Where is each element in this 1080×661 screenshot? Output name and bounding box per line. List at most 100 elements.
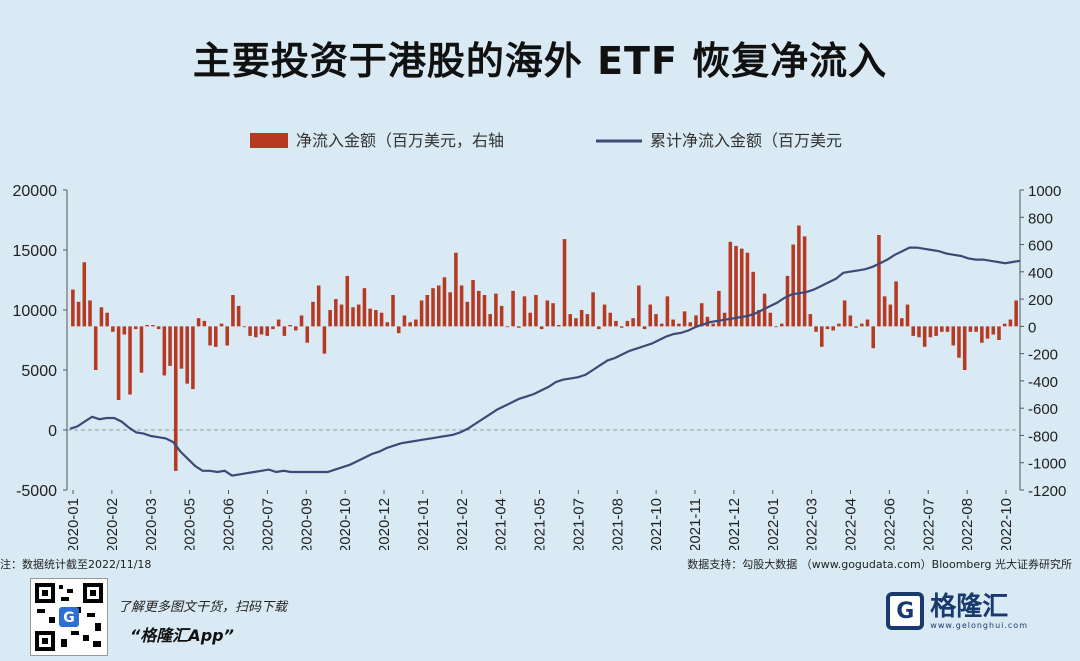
- net-inflow-bar: [196, 318, 201, 327]
- x-axis-tick-label: 2022-07: [920, 498, 937, 550]
- net-inflow-bar: [631, 318, 635, 327]
- net-inflow-bar: [568, 314, 572, 327]
- net-inflow-bar: [717, 290, 721, 327]
- net-inflow-bar: [962, 326, 967, 370]
- right-axis-tick-label: -600: [1028, 401, 1058, 418]
- right-axis-tick-label: 0: [1028, 319, 1036, 336]
- qr-code-icon: G: [30, 578, 108, 656]
- net-inflow-bar: [482, 295, 487, 327]
- net-inflow-bar: [139, 326, 144, 373]
- net-inflow-bar: [968, 326, 973, 332]
- net-inflow-bar: [825, 326, 830, 330]
- net-inflow-bar: [1002, 323, 1007, 327]
- cumulative-inflow-line: [69, 246, 1021, 477]
- net-inflow-bar: [688, 322, 693, 327]
- net-inflow-bar: [322, 326, 327, 354]
- net-inflow-bar: [328, 310, 332, 327]
- x-axis-tick-label: 2021-12: [726, 498, 743, 550]
- svg-text:G: G: [63, 610, 75, 626]
- net-inflow-bar: [202, 320, 207, 327]
- net-inflow-bar: [888, 304, 893, 327]
- right-axis-tick-label: -1200: [1028, 483, 1066, 500]
- net-inflow-bar: [614, 320, 618, 327]
- net-inflow-bar: [436, 285, 441, 327]
- x-axis-tick-label: 2021-01: [415, 498, 432, 550]
- net-inflow-bar: [957, 326, 961, 358]
- net-inflow-bar: [848, 315, 853, 327]
- net-inflow-bar: [597, 326, 601, 330]
- net-inflow-bar: [425, 295, 430, 327]
- net-inflow-bar: [305, 326, 310, 343]
- net-inflow-bar: [579, 310, 584, 327]
- legend-bar-swatch: [250, 133, 288, 148]
- x-axis-tick-label: 2020-07: [259, 498, 276, 550]
- net-inflow-bar: [648, 304, 653, 327]
- net-inflow-bar: [934, 326, 938, 336]
- x-axis-tick-label: 2022-01: [765, 498, 782, 550]
- net-inflow-bar: [391, 295, 395, 327]
- net-inflow-bar: [608, 312, 613, 327]
- net-inflow-bar: [997, 326, 1001, 340]
- net-inflow-bar: [231, 295, 235, 327]
- data-source-note: 数据支持：勾股大数据 （www.gogudata.com）Bloomberg 光…: [687, 558, 1072, 571]
- net-inflow-bar: [402, 315, 407, 327]
- net-inflow-bar: [757, 310, 761, 327]
- x-axis-tick-label: 2020-10: [337, 498, 354, 550]
- x-axis-tick-label: 2021-04: [493, 498, 510, 550]
- x-axis-tick-label: 2022-04: [843, 498, 860, 550]
- net-inflow-bar: [339, 304, 344, 327]
- net-inflow-bar: [505, 326, 510, 328]
- net-inflow-bar: [133, 326, 138, 330]
- net-inflow-bar: [671, 319, 675, 327]
- net-inflow-bar: [414, 319, 418, 327]
- x-axis-tick-label: 2021-07: [570, 498, 587, 550]
- right-axis-tick-label: 600: [1028, 238, 1053, 255]
- left-axis-tick-label: 5000: [21, 363, 57, 380]
- net-inflow-bar: [276, 319, 281, 327]
- net-inflow-bar: [985, 326, 990, 339]
- net-inflow-bar: [854, 326, 858, 328]
- net-inflow-bar: [928, 326, 933, 338]
- net-inflow-bar: [465, 301, 470, 327]
- x-axis-tick-label: 2020-03: [143, 498, 160, 550]
- net-inflow-bar: [248, 326, 252, 336]
- net-inflow-bar: [991, 326, 996, 335]
- logo-icon: G: [886, 592, 925, 630]
- net-inflow-bar: [831, 326, 835, 331]
- net-inflow-bar: [145, 325, 149, 327]
- net-inflow-bar: [499, 305, 504, 327]
- net-inflow-bar: [625, 320, 630, 327]
- net-inflow-bar: [214, 326, 218, 347]
- net-inflow-bar: [534, 295, 538, 327]
- net-inflow-bar: [442, 277, 447, 327]
- net-inflow-bar: [431, 288, 435, 327]
- x-axis-tick-label: 2022-03: [804, 498, 821, 550]
- net-inflow-bar: [419, 300, 424, 327]
- net-inflow-bar: [385, 322, 390, 327]
- app-name: “格隆汇App”: [130, 626, 234, 645]
- right-axis-tick-label: -200: [1028, 347, 1058, 364]
- net-inflow-bar: [374, 310, 378, 327]
- net-inflow-bar: [236, 305, 241, 327]
- net-inflow-bar: [894, 281, 898, 327]
- net-inflow-bar: [557, 325, 561, 327]
- net-inflow-bar: [71, 289, 75, 327]
- net-inflow-bar: [791, 244, 795, 327]
- net-inflow-bar: [860, 323, 864, 327]
- net-inflow-bar: [93, 326, 98, 370]
- net-inflow-bar: [751, 271, 755, 327]
- net-inflow-bar: [877, 235, 881, 327]
- net-inflow-bar: [116, 326, 121, 400]
- net-inflow-bar: [842, 300, 847, 327]
- net-inflow-bar: [785, 275, 790, 327]
- legend-bar-label: 净流入金额（百万美元，右轴: [296, 131, 504, 150]
- net-inflow-bar: [574, 318, 578, 327]
- net-inflow-bar: [585, 314, 590, 327]
- net-inflow-bar: [82, 262, 87, 327]
- net-inflow-bar: [316, 285, 321, 327]
- net-inflow-bar: [522, 296, 527, 327]
- net-inflow-bar: [940, 326, 944, 332]
- net-inflow-bar: [271, 326, 275, 330]
- net-inflow-bar: [128, 326, 132, 395]
- net-inflow-bar: [922, 326, 927, 347]
